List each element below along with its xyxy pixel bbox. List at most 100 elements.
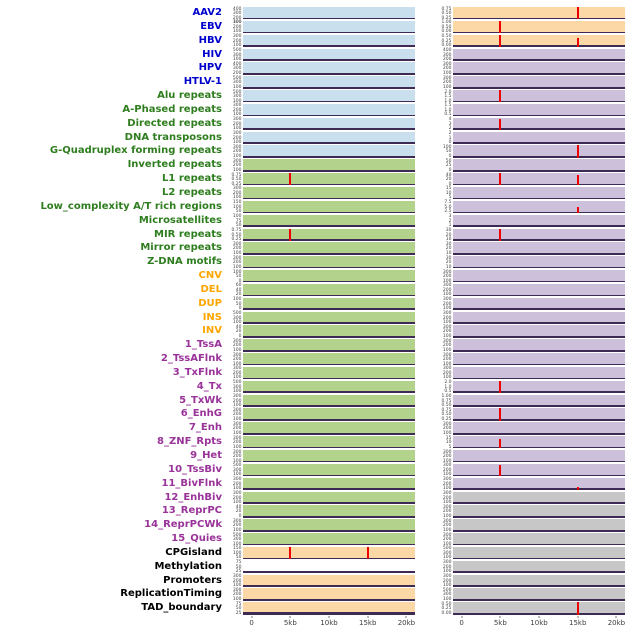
y-tick-label: 100: [232, 126, 242, 132]
signal-baseline: [243, 225, 415, 227]
track-label: 2_TssAFlnk: [160, 353, 222, 365]
y-tick-label: 200: [232, 260, 242, 266]
track-row: MIR repeats 0.75 0.50 0.25 30 20 10: [0, 228, 630, 242]
y-tick-label: 500: [232, 311, 242, 317]
y-tick-label: 300: [232, 94, 242, 100]
y-axis-right: 500 300 100: [437, 547, 453, 560]
track-row: HTLV-1 500 300 100 300 200 100: [0, 76, 630, 89]
track-panel-left: [243, 90, 415, 103]
peak-marker: [576, 145, 579, 158]
y-tick-label: 300: [442, 477, 452, 483]
track-label: INS: [202, 311, 222, 323]
track-panel-left: [243, 76, 415, 89]
track-panel-left: [243, 546, 415, 560]
y-axis-right: 300 200 100: [437, 492, 453, 505]
track-panel-right: [453, 34, 625, 47]
y-tick-label: 300: [442, 449, 452, 455]
y-tick-label: 0.00: [441, 610, 452, 616]
y-tick-label: 100: [232, 444, 242, 450]
track-label: 14_ReprPCWk: [144, 519, 222, 531]
column-gap: [415, 422, 437, 434]
column-gap: [415, 464, 437, 476]
y-tick-label: 30: [445, 255, 452, 261]
y-axis-right: 300 200 100: [437, 311, 453, 325]
column-gap: [415, 312, 437, 324]
y-tick-label: 20: [445, 260, 452, 266]
track-panel-left: [243, 103, 415, 117]
column-gap: [415, 242, 437, 254]
y-tick-label: 300: [442, 297, 452, 303]
track-label: Methylation: [154, 560, 222, 572]
y-tick-label: 300: [232, 80, 242, 86]
track-row: 14_ReprPCWk 300 200 100 300 200 100: [0, 518, 630, 532]
y-axis-left: 100 50 0: [227, 270, 243, 283]
signal-baseline: [453, 502, 625, 504]
y-tick-label: 1.5: [444, 94, 452, 100]
track-panel-left: [243, 131, 415, 144]
track-row: 11_BivFlnk 300 200 100 300 200 100: [0, 477, 630, 491]
track-panel-left: [243, 463, 415, 477]
peak-marker: [289, 228, 292, 241]
track-panel-left: [243, 34, 415, 47]
x-tick-mark: [405, 616, 407, 619]
y-axis-left: 0.75 0.50 0.25: [227, 173, 243, 186]
column-gap: [415, 76, 437, 88]
track-panel-right: [453, 145, 625, 158]
y-tick-label: 200: [232, 149, 242, 155]
y-axis-left: 500 300 100: [227, 381, 243, 394]
signal-baseline: [453, 225, 625, 227]
y-axis-left: 75 50 25: [227, 601, 243, 615]
y-tick-label: 300: [232, 34, 242, 40]
y-tick-label: 100: [232, 375, 242, 381]
signal-baseline: [243, 488, 415, 490]
signal-baseline: [453, 488, 625, 490]
track-panel-left: [243, 256, 415, 269]
y-tick-label: 1.5: [444, 103, 452, 109]
y-axis-left: 300 200 100: [227, 242, 243, 256]
y-tick-label: 300: [442, 311, 452, 317]
y-tick-label: 300: [442, 550, 452, 556]
track-panel-right: [453, 117, 625, 131]
signal-baseline: [453, 433, 625, 435]
column-gap: [415, 505, 437, 517]
track-panel-right: [453, 463, 625, 477]
peak-marker: [366, 546, 369, 560]
y-axis-left: 400 300 200 100: [227, 7, 243, 25]
track-row: TAD_boundary 75 50 25 0.50 0.25 0.00: [0, 601, 630, 616]
peak-marker: [576, 7, 579, 20]
column-gap: [415, 215, 437, 227]
peak-marker: [499, 228, 502, 241]
y-axis-right: 40 20 0: [437, 173, 453, 186]
track-panel-left: [243, 214, 415, 227]
track-panel-left: [243, 408, 415, 421]
y-tick-label: 75: [235, 601, 242, 607]
signal-baseline: [243, 17, 415, 20]
signal-baseline: [453, 266, 625, 269]
track-row: 5_TxWk 300 200 100 1.00 0.75 0.50: [0, 395, 630, 408]
y-tick-label: 0.25: [441, 606, 452, 612]
y-tick-label: 0.25: [231, 237, 242, 242]
track-row: L1 repeats 0.75 0.50 0.25 40 20 0: [0, 173, 630, 186]
y-tick-label: 300: [232, 477, 242, 483]
y-tick-label: 0.75: [441, 407, 452, 413]
track-label: MIR repeats: [154, 228, 222, 240]
track-panel-left: [243, 297, 415, 311]
y-tick-label: 0: [238, 513, 242, 519]
y-tick-label: 300: [232, 103, 242, 109]
column-gap: [415, 173, 437, 185]
column-gap: [415, 325, 437, 337]
y-axis-right: 2.0 1.5 1.0: [437, 90, 453, 103]
track-panel-right: [453, 450, 625, 463]
track-panel-right: [453, 422, 625, 435]
track-label: CPGisland: [165, 546, 222, 558]
signal-baseline: [453, 571, 625, 574]
column-gap: [415, 353, 437, 365]
y-tick-label: 100: [232, 250, 242, 256]
signal-baseline: [243, 529, 415, 532]
y-tick-label: 0.75: [231, 228, 242, 233]
y-tick-label: 300: [442, 518, 452, 524]
x-tick-mark: [577, 616, 579, 619]
y-tick-label: 300: [442, 352, 452, 358]
y-tick-label: 5: [448, 444, 452, 450]
